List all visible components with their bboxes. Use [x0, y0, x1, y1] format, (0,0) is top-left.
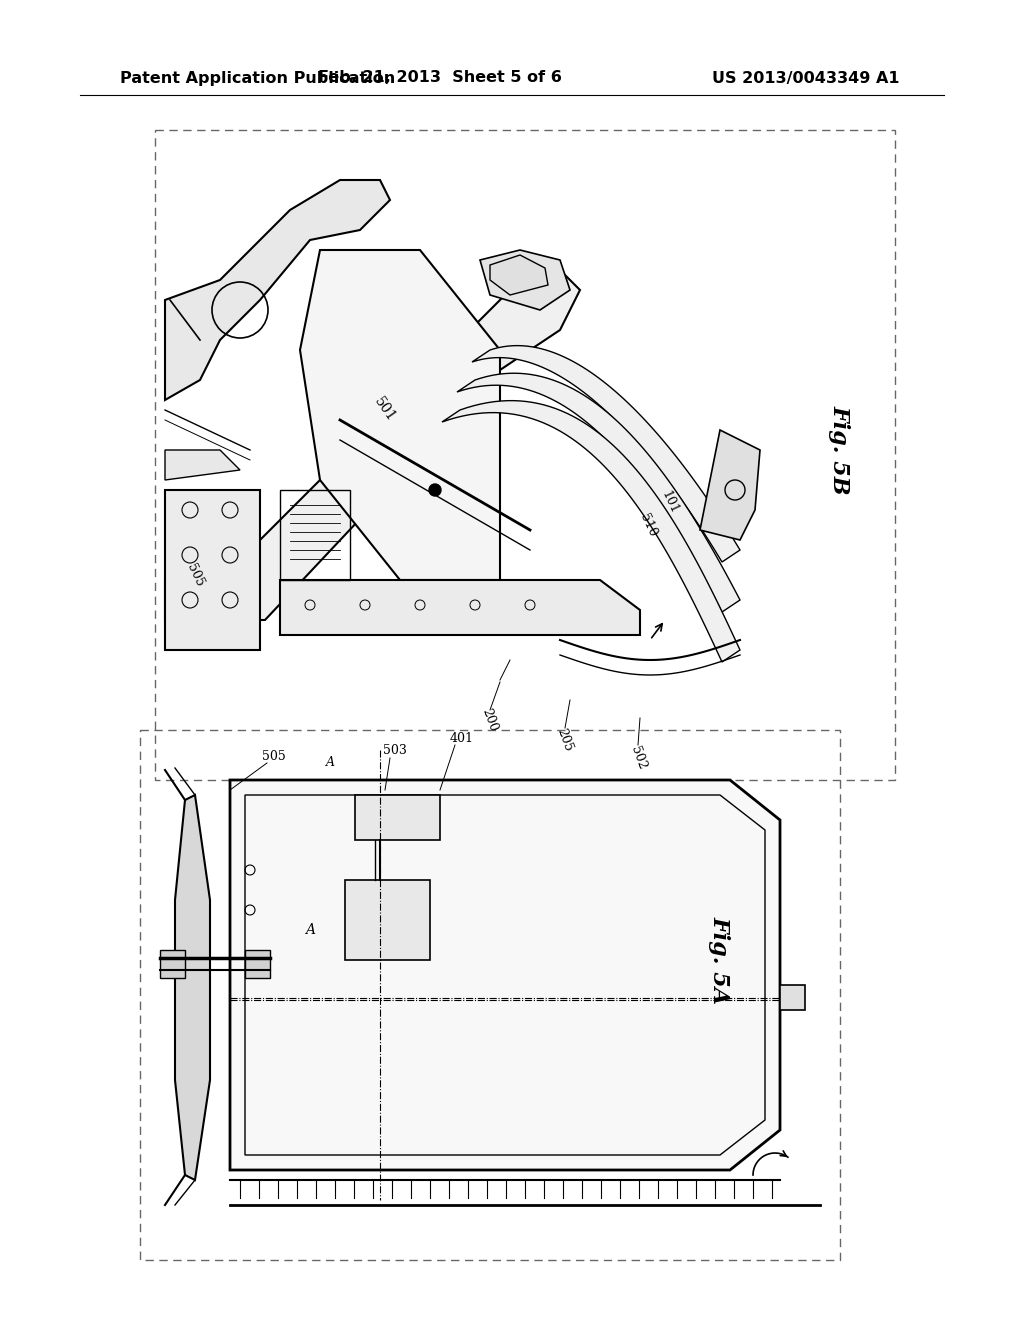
Polygon shape [165, 180, 390, 400]
Text: 502: 502 [628, 744, 648, 771]
Bar [155, 129, 895, 780]
Polygon shape [355, 795, 440, 840]
Text: 200: 200 [480, 706, 500, 734]
Text: Feb. 21, 2013  Sheet 5 of 6: Feb. 21, 2013 Sheet 5 of 6 [318, 70, 562, 86]
Text: 505: 505 [262, 750, 286, 763]
Polygon shape [160, 950, 185, 978]
Text: A: A [305, 923, 315, 937]
Text: US 2013/0043349 A1: US 2013/0043349 A1 [713, 70, 900, 86]
Text: A: A [326, 755, 335, 768]
Text: Patent Application Publication: Patent Application Publication [120, 70, 395, 86]
Polygon shape [175, 795, 210, 1180]
Polygon shape [245, 950, 270, 978]
Text: 503: 503 [383, 743, 407, 756]
Text: 401: 401 [450, 731, 474, 744]
Polygon shape [345, 880, 430, 960]
Polygon shape [280, 579, 640, 635]
Text: Fig. 5B: Fig. 5B [829, 405, 851, 495]
Text: 101: 101 [659, 488, 681, 516]
Polygon shape [300, 249, 500, 579]
Polygon shape [165, 450, 240, 480]
Circle shape [429, 484, 441, 496]
Text: 510: 510 [637, 511, 658, 539]
Text: 205: 205 [555, 726, 575, 754]
Polygon shape [165, 271, 580, 620]
Text: 505: 505 [184, 561, 206, 589]
Polygon shape [442, 401, 740, 663]
Polygon shape [165, 490, 260, 649]
Polygon shape [230, 780, 780, 1170]
Text: 501: 501 [372, 395, 398, 425]
Text: Fig. 5A: Fig. 5A [709, 916, 731, 1005]
Polygon shape [490, 255, 548, 294]
Bar [140, 730, 840, 1261]
Polygon shape [780, 985, 805, 1010]
Polygon shape [457, 374, 740, 612]
Polygon shape [700, 430, 760, 540]
Polygon shape [480, 249, 570, 310]
Polygon shape [472, 346, 740, 562]
